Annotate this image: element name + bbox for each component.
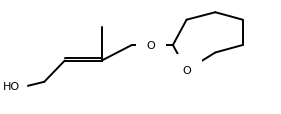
Text: HO: HO [3, 81, 20, 91]
Text: O: O [182, 66, 191, 76]
Text: O: O [147, 41, 155, 51]
